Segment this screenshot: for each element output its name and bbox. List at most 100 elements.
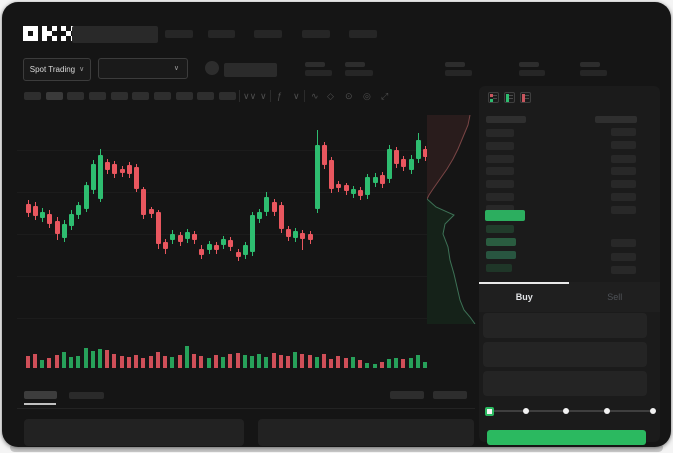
fullscreen-icon[interactable]: ⤢ bbox=[381, 91, 389, 101]
chart-settings-icon[interactable]: ◎ bbox=[363, 91, 371, 101]
slider-stop-75[interactable] bbox=[604, 408, 610, 414]
candle-body bbox=[416, 140, 421, 159]
ask-row-placeholder[interactable] bbox=[486, 180, 514, 188]
nav-item-placeholder[interactable] bbox=[302, 30, 330, 38]
timeframe-button[interactable] bbox=[132, 92, 149, 100]
volume-bar bbox=[69, 357, 73, 368]
slider-stop-50[interactable] bbox=[563, 408, 569, 414]
nav-item-placeholder[interactable] bbox=[208, 30, 235, 38]
orderbook-layout-both-icon[interactable] bbox=[488, 92, 499, 103]
candle-body bbox=[344, 185, 349, 191]
ask-qty-placeholder bbox=[611, 141, 636, 149]
volume-bar bbox=[55, 355, 59, 368]
bid-row-placeholder[interactable] bbox=[486, 251, 516, 259]
slider-stop-100[interactable] bbox=[650, 408, 656, 414]
nav-item-placeholder[interactable] bbox=[349, 30, 377, 38]
bid-row-placeholder[interactable] bbox=[486, 225, 514, 233]
candle-body bbox=[149, 209, 154, 214]
timeframe-button-active[interactable] bbox=[46, 92, 63, 100]
timeframe-button[interactable] bbox=[154, 92, 171, 100]
trade-tabbar: Buy Sell bbox=[479, 282, 660, 312]
timeframe-button[interactable] bbox=[67, 92, 84, 100]
candle-body bbox=[40, 212, 45, 218]
pair-name-placeholder bbox=[224, 63, 277, 77]
candle-body bbox=[55, 221, 60, 234]
candlestick-chart[interactable] bbox=[2, 2, 671, 447]
buy-tab-indicator bbox=[479, 282, 569, 284]
bid-row-placeholder[interactable] bbox=[486, 264, 512, 272]
bid-row-placeholder[interactable] bbox=[486, 238, 516, 246]
volume-bar bbox=[26, 356, 30, 368]
timeframe-button[interactable] bbox=[176, 92, 193, 100]
orders-action-placeholder[interactable] bbox=[433, 391, 467, 399]
last-price-badge[interactable] bbox=[485, 210, 525, 221]
header-search-placeholder[interactable] bbox=[72, 26, 158, 43]
buy-submit-button[interactable] bbox=[487, 430, 646, 445]
ask-qty-placeholder bbox=[611, 167, 636, 175]
slider-stop-25[interactable] bbox=[523, 408, 529, 414]
orders-table-placeholder bbox=[24, 419, 244, 446]
depth-ask-line bbox=[426, 114, 471, 200]
tab-sell[interactable]: Sell bbox=[607, 292, 623, 302]
volume-bar bbox=[279, 355, 283, 368]
ask-row-placeholder[interactable] bbox=[486, 155, 514, 163]
timeframe-button[interactable] bbox=[111, 92, 128, 100]
timeframe-button[interactable] bbox=[197, 92, 214, 100]
ask-row-placeholder[interactable] bbox=[486, 193, 514, 201]
trading-app-window: Spot Trading ∨ ∨ ∨∨ ∨ ƒ ∨ ∿ ◇ ⊙ ◎ ⤢ bbox=[2, 2, 671, 447]
ask-qty-placeholder bbox=[611, 128, 636, 136]
volume-bar bbox=[178, 355, 182, 368]
volume-bar bbox=[221, 357, 225, 368]
compare-icon[interactable]: ◇ bbox=[327, 91, 334, 101]
volume-bar bbox=[322, 354, 326, 368]
nav-item-placeholder[interactable] bbox=[254, 30, 282, 38]
stat-value-placeholder bbox=[445, 70, 472, 76]
volume-bar bbox=[91, 351, 95, 368]
ask-row-placeholder[interactable] bbox=[486, 129, 514, 137]
stat-label-placeholder bbox=[305, 62, 325, 67]
volume-bar bbox=[228, 354, 232, 368]
price-input-placeholder[interactable] bbox=[483, 313, 647, 338]
snapshot-icon[interactable]: ⊙ bbox=[345, 91, 353, 101]
total-input-placeholder[interactable] bbox=[483, 371, 647, 396]
candle-body bbox=[47, 214, 52, 224]
stat-value-placeholder bbox=[519, 70, 545, 76]
pair-selector[interactable]: ∨ bbox=[98, 58, 188, 79]
candle-body bbox=[134, 167, 139, 189]
ask-row-placeholder[interactable] bbox=[486, 167, 514, 175]
volume-bar bbox=[373, 364, 377, 368]
nav-item-placeholder[interactable] bbox=[165, 30, 193, 38]
ask-row-placeholder[interactable] bbox=[486, 205, 514, 213]
amount-input-placeholder[interactable] bbox=[483, 342, 647, 367]
line-tool-icon[interactable]: ∿ bbox=[311, 91, 319, 101]
orderbook-layout-asks-icon[interactable] bbox=[520, 92, 531, 103]
timeframe-button[interactable] bbox=[219, 92, 236, 100]
orders-tab-active[interactable] bbox=[24, 391, 57, 399]
chart-style-dropdown-icon[interactable]: ∨ bbox=[260, 91, 267, 101]
orders-tab[interactable] bbox=[69, 392, 104, 399]
stat-label-placeholder bbox=[519, 62, 539, 67]
chart-style-icon[interactable]: ∨∨ bbox=[243, 91, 257, 101]
orders-action-placeholder[interactable] bbox=[390, 391, 424, 399]
bid-qty-placeholder bbox=[611, 253, 636, 261]
tab-buy[interactable]: Buy bbox=[515, 292, 533, 302]
ask-row-placeholder[interactable] bbox=[486, 142, 514, 150]
amount-slider-handle[interactable] bbox=[485, 407, 494, 416]
volume-bar bbox=[308, 355, 312, 368]
timeframe-button[interactable] bbox=[89, 92, 106, 100]
indicator-icon[interactable]: ƒ bbox=[277, 91, 283, 101]
candle-body bbox=[308, 234, 313, 240]
amount-slider-track[interactable] bbox=[489, 410, 655, 412]
volume-bar bbox=[250, 356, 254, 368]
orderbook-layout-bids-icon[interactable] bbox=[504, 92, 515, 103]
volume-bar bbox=[47, 358, 51, 368]
candle-body bbox=[127, 165, 132, 174]
timeframe-button[interactable] bbox=[24, 92, 41, 100]
candle-body bbox=[141, 189, 146, 215]
indicator-dropdown-icon[interactable]: ∨ bbox=[293, 91, 300, 101]
market-type-selector[interactable]: Spot Trading ∨ bbox=[23, 58, 91, 81]
candle-body bbox=[243, 245, 248, 255]
okx-logo-o bbox=[23, 26, 38, 41]
ask-qty-placeholder bbox=[611, 193, 636, 201]
candle-body bbox=[315, 145, 320, 209]
